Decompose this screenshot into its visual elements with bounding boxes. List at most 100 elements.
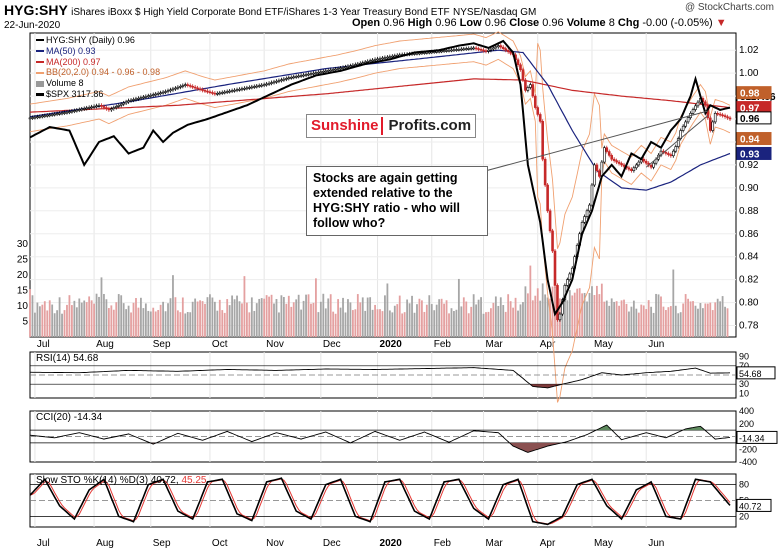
volume-bar: [605, 300, 608, 337]
volume-bar: [726, 308, 729, 337]
month-label: 2020: [380, 339, 403, 350]
volume-bar: [164, 311, 167, 337]
candle-body: [376, 58, 379, 61]
candle-body: [107, 108, 111, 111]
legend-bb: BB(20,2.0) 0.94 - 0.96 - 0.98: [36, 67, 160, 78]
candle-body: [526, 87, 530, 91]
volume-bar: [487, 311, 490, 337]
candle-body: [33, 116, 37, 119]
volume-bar: [117, 294, 120, 337]
candle-body: [546, 184, 549, 212]
volume-bar: [628, 311, 630, 337]
candle-body: [53, 113, 56, 116]
volume-bar: [588, 292, 591, 337]
candle-body: [159, 92, 162, 95]
volume-bar: [514, 297, 517, 337]
candle-body: [267, 82, 271, 85]
volume-bar: [149, 311, 152, 337]
candle-body: [307, 73, 310, 76]
rsi-oversold-fill: [30, 384, 730, 388]
volume-bar: [692, 301, 694, 337]
candle-body: [41, 115, 44, 118]
candle-body: [344, 66, 347, 69]
volume-bar: [709, 302, 712, 337]
candle-body: [50, 114, 54, 116]
candle-body: [590, 184, 594, 206]
candle-body: [272, 81, 276, 84]
volume-bar: [100, 277, 103, 337]
volume-bar: [43, 301, 46, 337]
volume-bar: [408, 303, 411, 337]
candle-body: [556, 285, 559, 321]
candle-body: [430, 51, 434, 54]
volume-bar: [608, 305, 611, 337]
volume-bar: [522, 302, 524, 337]
volume-bar: [531, 300, 534, 337]
candle-body: [105, 107, 108, 110]
legend-main: HYG:SHY (Daily) 0.96: [36, 35, 160, 46]
candle-body: [289, 76, 293, 79]
volume-bar: [477, 299, 480, 337]
candle-body: [346, 65, 350, 68]
candle-body: [97, 104, 101, 107]
volume-bar: [211, 297, 214, 337]
candle-body: [60, 112, 64, 115]
volume-bar: [369, 297, 372, 337]
volume-bar: [618, 305, 620, 337]
volume-bar: [95, 293, 98, 337]
volume-bar: [130, 312, 132, 337]
candle-body: [82, 108, 86, 110]
price-tag-box: [736, 86, 772, 100]
price-tag-text: 0.98: [740, 89, 760, 100]
volume-bar: [248, 312, 251, 337]
candle-body: [312, 72, 315, 75]
candle-body: [455, 49, 458, 51]
ma50-line: [29, 49, 731, 191]
candle-body: [351, 64, 355, 67]
volume-bar: [571, 295, 574, 337]
volume-bar: [396, 304, 399, 337]
price-tick: 0.88: [739, 206, 759, 217]
candle-body: [314, 72, 318, 74]
candle-body: [652, 162, 655, 168]
rsi-line: [29, 367, 731, 389]
candle-body: [440, 50, 443, 53]
candle-body: [497, 45, 500, 48]
volume-bar: [189, 312, 192, 337]
volume-bar: [381, 311, 384, 337]
legend-volume: Volume 8: [36, 78, 160, 89]
price-tag-text: 0.97: [740, 104, 760, 115]
candle-body: [223, 91, 227, 94]
volume-bar: [221, 310, 224, 337]
candle-body: [366, 61, 369, 63]
candle-body: [607, 151, 611, 156]
volume-bar: [132, 302, 135, 337]
candle-body: [672, 150, 675, 157]
candle-body: [637, 161, 641, 166]
candle-body: [287, 77, 291, 80]
candle-body: [45, 114, 49, 117]
volume-bar: [492, 302, 495, 337]
legend: HYG:SHY (Daily) 0.96 MA(50) 0.93 MA(200)…: [36, 35, 160, 100]
candle-body: [474, 47, 478, 50]
volume-bar: [209, 294, 211, 337]
candle-body: [681, 125, 685, 131]
volume-bar: [674, 305, 677, 337]
volume-bar: [206, 297, 209, 337]
volume-bar: [184, 313, 187, 337]
candle-body: [726, 116, 729, 119]
candle-body: [68, 111, 71, 113]
candle-body: [77, 109, 81, 111]
volume-bar: [632, 300, 635, 337]
candle-body: [482, 49, 485, 52]
candle-body: [193, 86, 197, 89]
volume-bar: [509, 301, 512, 337]
volume-bar: [425, 304, 428, 337]
volume-bar: [307, 294, 310, 337]
candle-body: [285, 78, 288, 80]
volume-bar: [721, 296, 724, 337]
volume-bar: [482, 313, 485, 337]
candle-body: [92, 106, 96, 108]
volume-bar: [98, 296, 100, 337]
